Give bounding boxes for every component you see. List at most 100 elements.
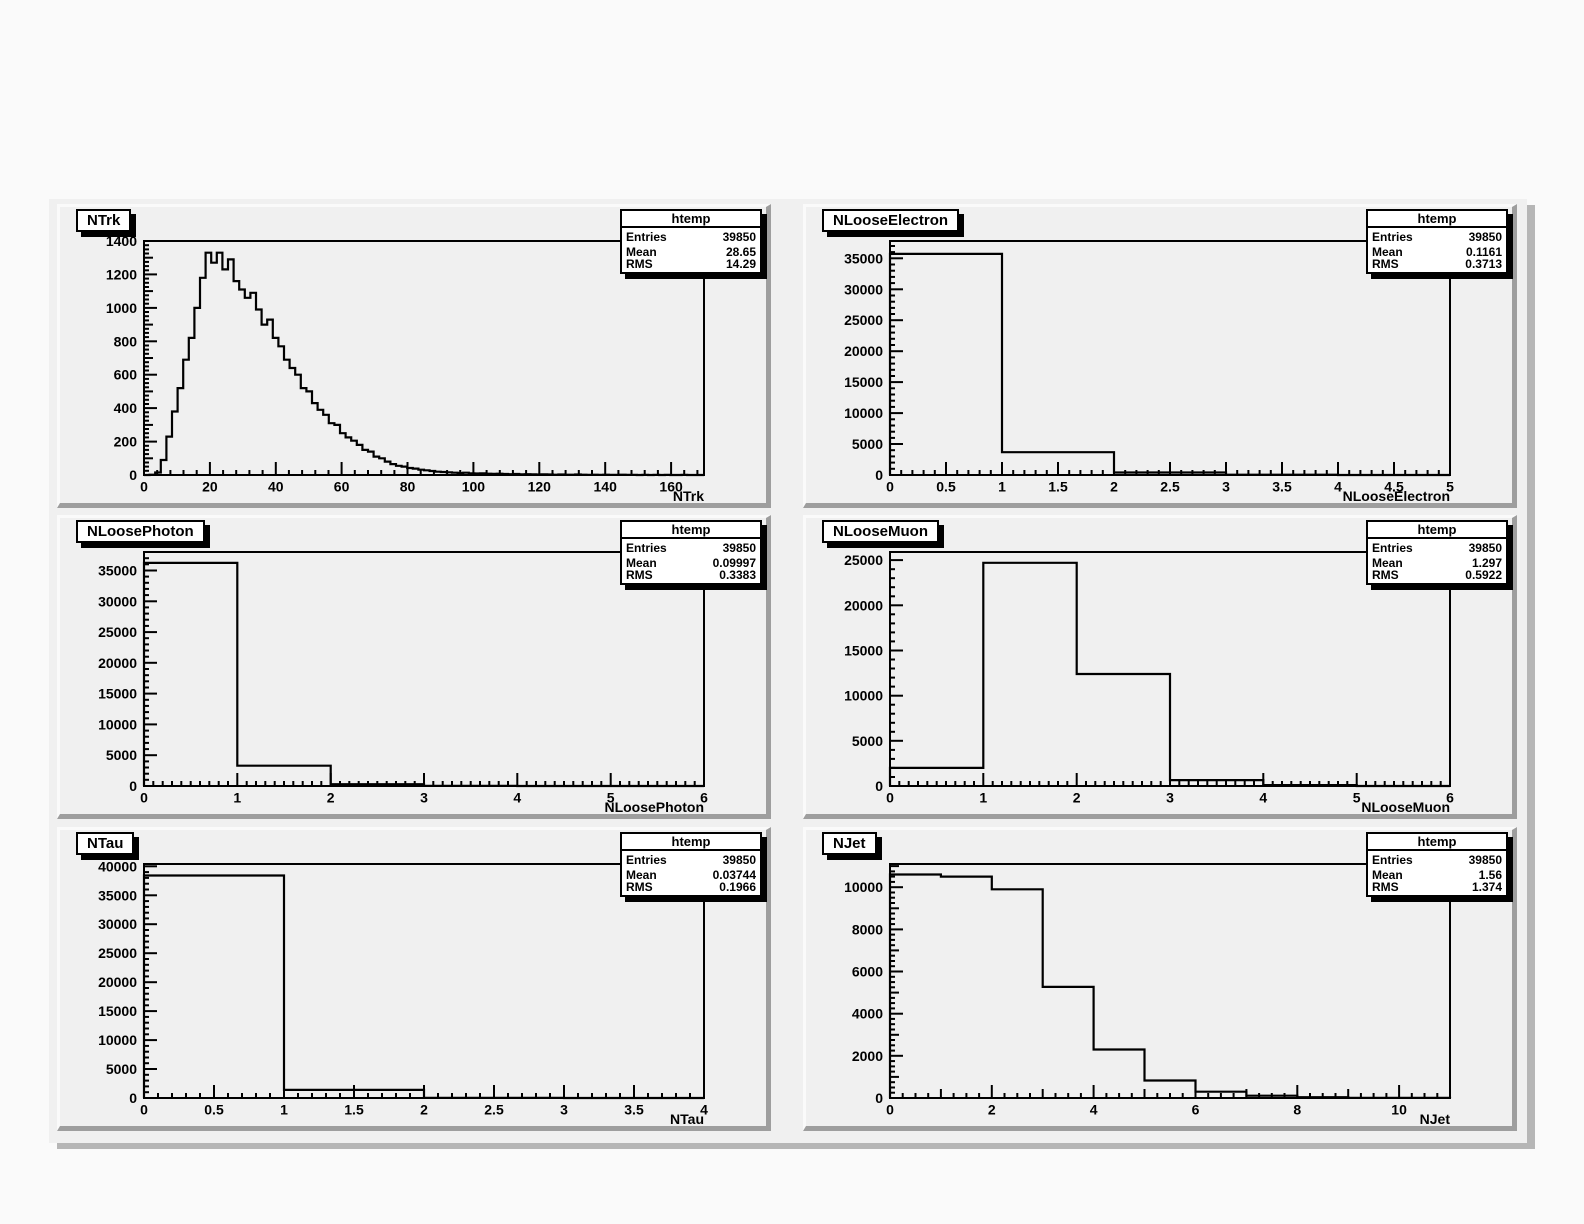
y-tick-label: 30000 bbox=[844, 281, 883, 297]
x-tick-label: 0 bbox=[140, 789, 148, 805]
stats-box[interactable]: htemp Entries 39850 Mean 0.03744 RMS 0.1966 bbox=[620, 832, 762, 897]
stats-label: RMS bbox=[626, 568, 653, 582]
stats-row-rms: RMS 0.5922 bbox=[1368, 569, 1506, 583]
y-tick-label: 10000 bbox=[844, 688, 883, 704]
ntau-histogram-plot: 0 5000 10000 15000 20000 25000 30000 35000 40000… bbox=[98, 858, 708, 1117]
x-tick-label: 5 bbox=[607, 789, 615, 805]
stats-box[interactable]: htemp Entries 39850 Mean 28.65 RMS 14.29 bbox=[620, 209, 762, 274]
y-tick-label: 30000 bbox=[98, 916, 137, 932]
x-tick-label: 2 bbox=[1073, 789, 1081, 805]
stats-box[interactable]: htemp Entries 39850 Mean 0.09997 RMS 0.3383 bbox=[620, 520, 762, 585]
stats-row-mean: Mean 1.297 bbox=[1368, 557, 1506, 569]
stats-value: 1.56 bbox=[1478, 868, 1502, 882]
stats-value: 0.3383 bbox=[719, 568, 756, 582]
x-axis-title: NJet bbox=[1419, 1111, 1450, 1127]
stats-title: htemp bbox=[622, 834, 760, 851]
stats-row-rms: RMS 14.29 bbox=[622, 258, 760, 272]
y-tick-label: 10000 bbox=[844, 879, 883, 895]
x-tick-label: 2.5 bbox=[1160, 478, 1180, 494]
stats-row-entries: Entries 39850 bbox=[622, 854, 760, 866]
stats-row-rms: RMS 0.3383 bbox=[622, 569, 760, 583]
y-tick-label: 400 bbox=[114, 400, 138, 416]
plot-frame bbox=[143, 863, 705, 1099]
y-tick-label: 5000 bbox=[106, 747, 137, 763]
x-tick-label: 4 bbox=[1090, 1101, 1098, 1117]
x-tick-label: 6 bbox=[1192, 1101, 1200, 1117]
nloosemuon-histogram-plot: 0 5000 10000 15000 20000 25000 0 1 2 3 4 5 6 bbox=[844, 551, 1454, 805]
stats-label: Entries bbox=[626, 853, 667, 867]
x-tick-label: 3.5 bbox=[624, 1101, 644, 1117]
pad-title-box[interactable]: NJet bbox=[822, 832, 877, 855]
x-tick-label: 0 bbox=[140, 1101, 148, 1117]
x-tick-label: 2 bbox=[988, 1101, 996, 1117]
pad-title-box[interactable]: NLooseElectron bbox=[822, 209, 960, 232]
stats-box[interactable]: htemp Entries 39850 Mean 0.1161 RMS 0.3713 bbox=[1366, 209, 1508, 274]
stats-title: htemp bbox=[1368, 834, 1506, 851]
y-tick-label: 10000 bbox=[98, 716, 137, 732]
stats-value: 1.297 bbox=[1471, 556, 1502, 570]
stats-value: 0.1966 bbox=[719, 880, 756, 894]
pad-nlooseelectron[interactable]: 0 5000 10000 15000 20000 25000 30000 35000 0 0.5 1… bbox=[803, 204, 1517, 508]
x-tick-label: 160 bbox=[659, 478, 683, 494]
y-tick-label: 30000 bbox=[98, 593, 137, 609]
stats-value: 28.65 bbox=[725, 245, 756, 259]
y-tick-label: 800 bbox=[114, 333, 138, 349]
stats-label: RMS bbox=[626, 257, 653, 271]
stats-title: htemp bbox=[622, 211, 760, 228]
histogram-line bbox=[142, 561, 704, 788]
x-tick-label: 20 bbox=[202, 478, 218, 494]
pad-nloosephoton[interactable]: 0 5000 10000 15000 20000 25000 30000 35000 0 1 2 3 4… bbox=[57, 515, 771, 819]
x-tick-label: 3 bbox=[560, 1101, 568, 1117]
stats-value: 0.3713 bbox=[1465, 257, 1502, 271]
x-tick-label: 1.5 bbox=[344, 1101, 364, 1117]
x-tick-label: 1.5 bbox=[1048, 478, 1068, 494]
plot-frame bbox=[143, 240, 705, 476]
y-tick-label: 5000 bbox=[106, 1061, 137, 1077]
pad-title-box[interactable]: NTau bbox=[76, 832, 135, 855]
y-tick-label: 5000 bbox=[852, 733, 883, 749]
pad-title-box[interactable]: NTrk bbox=[76, 209, 132, 232]
stats-label: RMS bbox=[626, 880, 653, 894]
stats-label: Entries bbox=[626, 230, 667, 244]
x-axis-title: NTau bbox=[670, 1111, 704, 1127]
stats-row-entries: Entries 39850 bbox=[622, 231, 760, 243]
y-tick-label: 25000 bbox=[98, 624, 137, 640]
root-canvas[interactable]: 0 200 400 600 800 1000 1200 1400 0 20 40 60 80 100 120… bbox=[49, 199, 1527, 1143]
pad-ntrk[interactable]: 0 200 400 600 800 1000 1200 1400 0 20 40 60 80 100 120… bbox=[57, 204, 771, 508]
stats-box[interactable]: htemp Entries 39850 Mean 1.297 RMS 0.5922 bbox=[1366, 520, 1508, 585]
stats-value: 0.1161 bbox=[1465, 245, 1502, 259]
y-tick-label: 1400 bbox=[106, 233, 137, 249]
stats-label: RMS bbox=[1372, 257, 1399, 271]
y-tick-label: 15000 bbox=[844, 643, 883, 659]
y-tick-label: 10000 bbox=[844, 405, 883, 421]
stats-value: 39850 bbox=[1468, 541, 1502, 555]
y-tick-label: 0 bbox=[875, 467, 883, 483]
x-tick-label: 140 bbox=[594, 478, 618, 494]
pad-nloosemuon[interactable]: 0 5000 10000 15000 20000 25000 0 1 2 3 4 5 6 NLooseM… bbox=[803, 515, 1517, 819]
stats-row-mean: Mean 1.56 bbox=[1368, 869, 1506, 881]
stats-value: 39850 bbox=[1468, 230, 1502, 244]
stats-label: RMS bbox=[1372, 568, 1399, 582]
y-tick-label: 25000 bbox=[844, 552, 883, 568]
y-tick-label: 10000 bbox=[98, 1032, 137, 1048]
y-tick-label: 0 bbox=[129, 1090, 137, 1106]
stats-box[interactable]: htemp Entries 39850 Mean 1.56 RMS 1.374 bbox=[1366, 832, 1508, 897]
histogram-line bbox=[888, 873, 1452, 1099]
x-tick-label: 1 bbox=[233, 789, 241, 805]
stats-value: 39850 bbox=[722, 853, 756, 867]
y-tick-label: 6000 bbox=[852, 964, 883, 980]
pad-title-box[interactable]: NLooseMuon bbox=[822, 520, 939, 543]
pad-njet[interactable]: 0 2000 4000 6000 8000 10000 0 2 4 6 8 10 NJet NJet … bbox=[803, 827, 1517, 1131]
y-tick-label: 35000 bbox=[98, 887, 137, 903]
stats-row-mean: Mean 0.09997 bbox=[622, 557, 760, 569]
x-tick-label: 5 bbox=[1353, 789, 1361, 805]
stats-row-entries: Entries 39850 bbox=[1368, 231, 1506, 243]
y-tick-label: 20000 bbox=[98, 655, 137, 671]
pad-ntau[interactable]: 0 5000 10000 15000 20000 25000 30000 35000 40000… bbox=[57, 827, 771, 1131]
histogram-line bbox=[144, 251, 704, 477]
stats-title: htemp bbox=[1368, 522, 1506, 539]
x-tick-label: 4 bbox=[513, 789, 521, 805]
stats-label: Mean bbox=[626, 556, 657, 570]
x-tick-label: 3.5 bbox=[1272, 478, 1292, 494]
pad-title-box[interactable]: NLoosePhoton bbox=[76, 520, 205, 543]
